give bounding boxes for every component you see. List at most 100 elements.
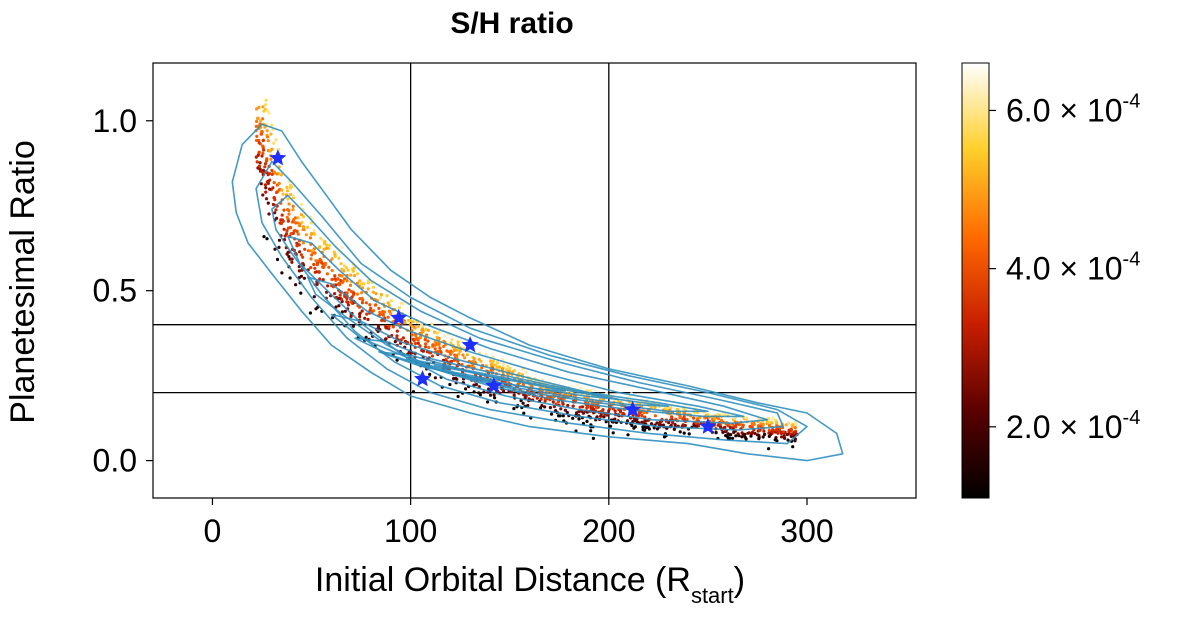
scatter-point	[291, 194, 295, 198]
scatter-point	[535, 396, 539, 400]
x-axis-label-subscript: start	[691, 583, 734, 608]
scatter-point	[645, 425, 650, 429]
colorbar	[961, 62, 990, 499]
scatter-point	[387, 309, 391, 313]
scatter-point	[457, 352, 461, 356]
scatter-point	[672, 427, 676, 431]
scatter-point	[413, 341, 418, 346]
scatter-point	[729, 433, 733, 437]
scatter-point	[269, 157, 273, 161]
scatter-point	[300, 202, 304, 206]
scatter-point	[339, 278, 343, 283]
scatter-point	[290, 260, 294, 264]
scatter-point	[773, 438, 777, 442]
scatter-point	[393, 340, 397, 344]
scatter-point	[338, 293, 342, 297]
scatter-point	[456, 394, 460, 399]
scatter-point	[416, 324, 420, 328]
scatter-point	[311, 248, 315, 252]
scatter-point	[472, 390, 476, 394]
scatter-point	[285, 229, 289, 233]
scatter-point	[670, 415, 674, 419]
scatter-point	[502, 362, 506, 366]
scatter-point	[352, 266, 356, 270]
scatter-point	[337, 283, 342, 287]
scatter-point	[771, 428, 775, 432]
scatter-point	[332, 250, 336, 254]
scatter-point	[345, 279, 349, 283]
scatter-point	[322, 247, 326, 251]
scatter-point	[613, 409, 617, 413]
scatter-point	[262, 68, 266, 72]
scatter-point	[681, 423, 685, 427]
scatter-point	[559, 407, 563, 411]
scatter-point	[339, 297, 344, 301]
scatter-point	[257, 150, 261, 154]
scatter-point	[755, 433, 760, 437]
scatter-point	[256, 116, 260, 120]
scatter-point	[312, 295, 316, 299]
scatter-point	[343, 309, 347, 313]
scatter-point	[255, 107, 259, 111]
scatter-point	[793, 426, 797, 430]
scatter-point	[667, 421, 671, 425]
scatter-point	[333, 274, 337, 278]
highlight-star	[624, 400, 642, 417]
scatter-point	[366, 317, 370, 322]
colorbar-axis: 2.0 × 10-4 4.0 × 10-4 6.0 × 10-4	[989, 90, 1140, 445]
scatter-point	[581, 405, 585, 409]
scatter-point	[262, 109, 266, 113]
scatter-point	[633, 418, 637, 422]
scatter-point	[263, 183, 267, 187]
scatter-point	[318, 257, 322, 261]
scatter-point	[374, 292, 378, 296]
scatter-point	[762, 429, 766, 433]
scatter-point	[330, 277, 334, 282]
scatter-point	[351, 269, 355, 273]
scatter-point	[423, 338, 427, 342]
scatter-point	[337, 256, 341, 260]
scatter-point	[563, 408, 568, 412]
scatter-point	[585, 419, 589, 423]
scatter-point	[492, 363, 496, 367]
scatter-point	[280, 213, 284, 217]
scatter-point	[301, 255, 305, 259]
scatter-point	[586, 405, 590, 409]
scatter-point	[741, 433, 745, 437]
scatter-point	[381, 309, 385, 314]
scatter-point	[366, 287, 370, 291]
scatter-point	[355, 292, 360, 296]
scatter-point	[498, 365, 502, 369]
scatter-point	[265, 159, 269, 163]
contour-level-3	[271, 194, 784, 431]
scatter-point	[261, 105, 265, 109]
scatter-point	[387, 303, 391, 308]
scatter-point	[301, 241, 305, 245]
scatter-point	[485, 353, 489, 357]
scatter-point	[344, 249, 348, 253]
scatter-point	[454, 353, 458, 357]
scatter-point	[791, 424, 795, 428]
scatter-point	[310, 253, 314, 257]
scatter-point	[255, 134, 259, 138]
scatter-point	[389, 299, 394, 303]
scatter-point	[362, 282, 366, 286]
scatter-point	[558, 414, 562, 418]
scatter-point	[414, 334, 418, 338]
scatter-point	[259, 119, 263, 123]
scatter-point	[350, 295, 354, 299]
scatter-point	[692, 423, 697, 427]
scatter-point	[261, 168, 265, 172]
scatter-point	[480, 366, 484, 370]
scatter-point	[736, 432, 740, 436]
scatter-point	[506, 364, 510, 368]
scatter-point	[281, 219, 285, 223]
scatter-point	[447, 350, 451, 354]
scatter-point	[787, 428, 791, 432]
scatter-point	[512, 368, 517, 373]
scatter-point	[594, 380, 598, 384]
scatter-point	[266, 139, 270, 143]
scatter-point	[321, 220, 325, 224]
scatter-point	[594, 406, 599, 410]
scatter-point	[384, 337, 388, 341]
